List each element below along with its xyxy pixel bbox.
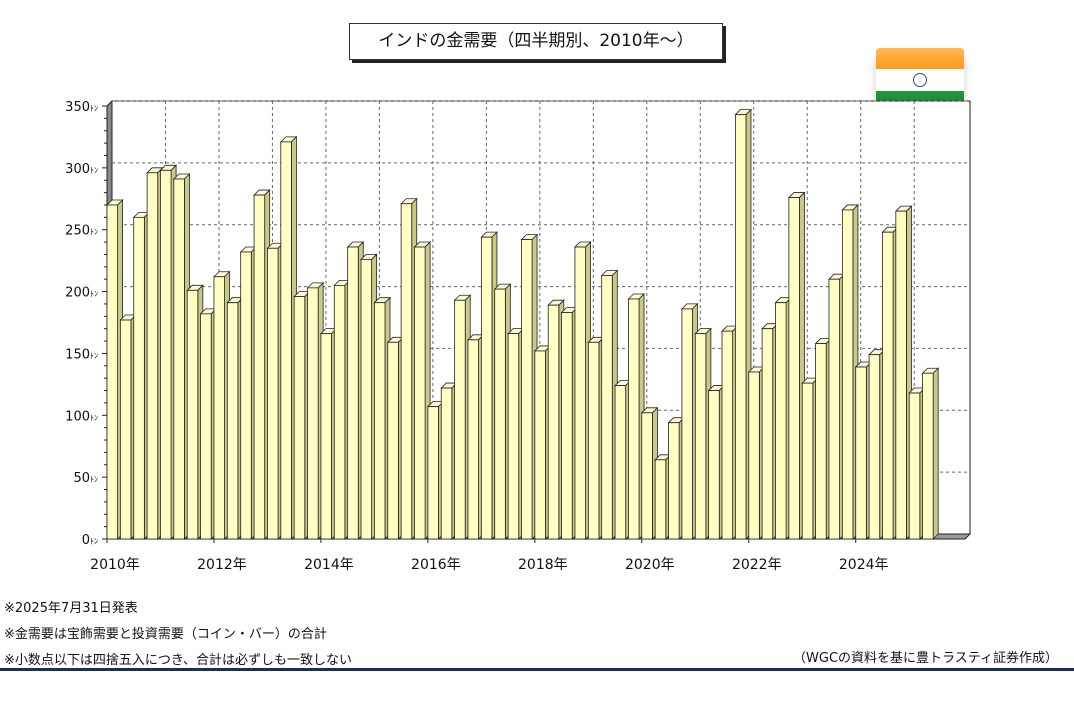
- y-tick-label: 0ﾄﾝ: [82, 533, 98, 548]
- y-tick-label: 200ﾄﾝ: [65, 286, 98, 301]
- bar: [641, 412, 653, 540]
- bar: [186, 289, 199, 540]
- source-credit: （WGCの資料を基に豊トラスティ証券作成）: [793, 651, 1058, 666]
- bar: [841, 209, 854, 540]
- bar: [320, 333, 332, 540]
- bar: [146, 172, 159, 540]
- bar: [694, 333, 707, 540]
- bar: [106, 204, 119, 540]
- note-release-date: ※2025年7月31日発表: [4, 601, 138, 616]
- bar: [521, 239, 533, 540]
- bar: [494, 288, 506, 540]
- bar: [882, 231, 894, 540]
- x-tick-label: 2016年: [411, 557, 461, 573]
- bar: [240, 251, 252, 540]
- bar: [775, 302, 787, 540]
- bar: [828, 278, 840, 540]
- note-definition: ※金需要は宝飾需要と投資需要（コイン・バー）の合計: [4, 627, 327, 642]
- bar: [347, 246, 359, 540]
- bar: [400, 203, 413, 540]
- bar: [574, 246, 586, 540]
- bar: [668, 422, 680, 540]
- bar: [414, 246, 426, 540]
- bar: [293, 296, 306, 540]
- x-tick-label: 2022年: [732, 557, 782, 573]
- bar: [547, 304, 560, 540]
- bar: [160, 169, 172, 540]
- note-rounding: ※小数点以下は四捨五入につき、合計は必ずしも一致しない: [4, 653, 352, 668]
- bar: [213, 276, 225, 540]
- bar: [895, 210, 907, 540]
- bar: [440, 387, 453, 540]
- bar: [708, 390, 720, 540]
- bar: [561, 312, 573, 540]
- bar: [761, 328, 774, 540]
- bar: [373, 302, 386, 540]
- bar: [908, 392, 921, 540]
- bar: [922, 372, 934, 540]
- y-tick-label: 100ﾄﾝ: [65, 409, 98, 424]
- bar: [226, 302, 239, 540]
- bar: [734, 114, 747, 540]
- bar: [614, 385, 627, 540]
- bar: [601, 275, 613, 540]
- bar: [534, 350, 546, 540]
- bar: [868, 354, 881, 540]
- bar: [507, 333, 520, 540]
- bar: [253, 194, 266, 540]
- x-tick-label: 2020年: [625, 557, 675, 573]
- bar: [454, 299, 466, 540]
- bar: [333, 284, 346, 540]
- bar: [801, 382, 814, 540]
- y-tick-label: 50ﾄﾝ: [73, 471, 98, 486]
- bottom-divider: [0, 668, 1074, 671]
- bar: [587, 341, 600, 540]
- bar: [654, 459, 667, 540]
- bar: [748, 371, 760, 540]
- y-tick-label: 250ﾄﾝ: [65, 224, 98, 239]
- x-tick-label: 2018年: [518, 557, 568, 573]
- y-tick-label: 350ﾄﾝ: [65, 100, 98, 115]
- bar: [387, 341, 399, 540]
- bar: [815, 343, 827, 540]
- x-tick-label: 2014年: [304, 557, 354, 573]
- bar: [788, 197, 800, 540]
- bar: [721, 330, 734, 540]
- bar: [681, 308, 693, 540]
- x-tick-label: 2010年: [90, 557, 140, 573]
- bar: [119, 319, 132, 540]
- y-tick-label: 150ﾄﾝ: [65, 347, 98, 362]
- bar: [628, 298, 640, 540]
- bar: [307, 287, 319, 540]
- bar: [133, 216, 145, 540]
- bar: [467, 339, 479, 540]
- bar: [360, 259, 373, 540]
- bar: [427, 406, 439, 540]
- bar: [280, 141, 292, 540]
- y-tick-label: 300ﾄﾝ: [65, 162, 98, 177]
- chart-title: インドの金需要（四半期別、2010年～）: [349, 23, 723, 60]
- bar-side: [932, 367, 939, 540]
- bar: [267, 247, 279, 540]
- ashoka-chakra-icon: [913, 72, 927, 87]
- x-tick-label: 2024年: [839, 557, 889, 573]
- bar: [173, 178, 185, 540]
- quarterly-demand-bar-chart: 0ﾄﾝ 50ﾄﾝ 100ﾄﾝ 150ﾄﾝ 200ﾄﾝ 250ﾄﾝ 300ﾄﾝ 350ﾄﾝ 201…: [65, 99, 972, 573]
- bar: [855, 366, 867, 540]
- bar: [480, 236, 493, 540]
- bar: [200, 313, 212, 540]
- x-tick-label: 2012年: [197, 557, 247, 573]
